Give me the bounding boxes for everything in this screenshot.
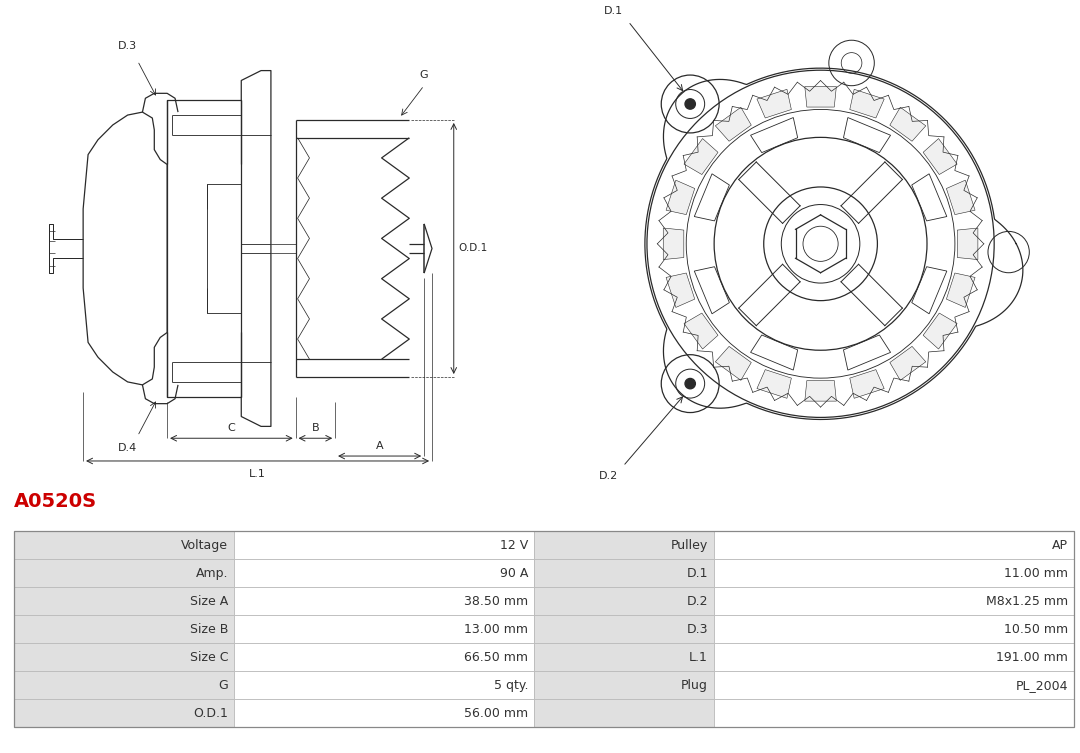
- Text: D.2: D.2: [598, 471, 618, 481]
- Text: AP: AP: [1052, 538, 1068, 552]
- Bar: [234, 615, 534, 643]
- Bar: [714, 699, 1074, 727]
- Text: 56.00 mm: 56.00 mm: [464, 706, 528, 720]
- Polygon shape: [805, 380, 836, 401]
- Bar: [14, 643, 234, 671]
- Text: O.D.1: O.D.1: [459, 243, 488, 254]
- Polygon shape: [850, 90, 885, 118]
- Bar: [234, 531, 534, 559]
- Bar: [534, 615, 714, 643]
- Bar: [14, 531, 1074, 727]
- Polygon shape: [757, 90, 792, 118]
- Text: C: C: [228, 423, 235, 433]
- Circle shape: [685, 99, 696, 109]
- Bar: [534, 671, 714, 699]
- Text: Pulley: Pulley: [671, 538, 708, 552]
- Bar: [14, 671, 234, 699]
- Text: Amp.: Amp.: [195, 567, 228, 580]
- Text: 5 qty.: 5 qty.: [494, 678, 528, 691]
- Polygon shape: [757, 370, 792, 398]
- Bar: [714, 559, 1074, 587]
- Text: D.4: D.4: [118, 444, 137, 453]
- Text: D.2: D.2: [687, 595, 708, 608]
- Bar: [534, 531, 714, 559]
- Text: Voltage: Voltage: [181, 538, 228, 552]
- Text: PL_2004: PL_2004: [1015, 678, 1068, 691]
- Polygon shape: [923, 139, 957, 175]
- Bar: [14, 559, 234, 587]
- Bar: [234, 699, 534, 727]
- Text: B: B: [311, 423, 320, 433]
- Text: 13.00 mm: 13.00 mm: [464, 623, 528, 636]
- Polygon shape: [890, 346, 926, 380]
- Text: Size B: Size B: [190, 623, 228, 636]
- Bar: [14, 699, 234, 727]
- Text: G: G: [218, 678, 228, 691]
- Bar: [534, 699, 714, 727]
- Text: 38.50 mm: 38.50 mm: [464, 595, 528, 608]
- Text: A0520S: A0520S: [14, 492, 97, 511]
- Bar: [534, 643, 714, 671]
- Text: 11.00 mm: 11.00 mm: [1004, 567, 1068, 580]
- Bar: [14, 587, 234, 615]
- Bar: [714, 531, 1074, 559]
- Text: O.D.1: O.D.1: [193, 706, 228, 720]
- Polygon shape: [715, 107, 752, 142]
- Bar: [14, 531, 234, 559]
- Bar: [534, 587, 714, 615]
- Polygon shape: [946, 273, 975, 307]
- Polygon shape: [957, 228, 977, 260]
- Bar: [714, 671, 1074, 699]
- Polygon shape: [715, 346, 752, 380]
- Text: 10.50 mm: 10.50 mm: [1004, 623, 1068, 636]
- Text: 191.00 mm: 191.00 mm: [996, 651, 1068, 663]
- Text: D.1: D.1: [604, 6, 623, 16]
- Polygon shape: [666, 180, 694, 215]
- Text: M8x1.25 mm: M8x1.25 mm: [986, 595, 1068, 608]
- Polygon shape: [946, 180, 975, 215]
- Text: 90 A: 90 A: [500, 567, 528, 580]
- Polygon shape: [684, 313, 718, 349]
- Polygon shape: [684, 139, 718, 175]
- Bar: [234, 587, 534, 615]
- Text: 66.50 mm: 66.50 mm: [464, 651, 528, 663]
- Polygon shape: [805, 87, 836, 107]
- Text: G: G: [420, 71, 429, 81]
- Text: 12 V: 12 V: [500, 538, 528, 552]
- Polygon shape: [890, 107, 926, 142]
- Bar: [714, 587, 1074, 615]
- Text: Size C: Size C: [189, 651, 228, 663]
- Bar: [234, 671, 534, 699]
- Polygon shape: [663, 228, 684, 260]
- Bar: [714, 615, 1074, 643]
- Text: Size A: Size A: [190, 595, 228, 608]
- Text: D.3: D.3: [118, 41, 137, 51]
- Text: D.1: D.1: [687, 567, 708, 580]
- Text: L.1: L.1: [689, 651, 708, 663]
- Polygon shape: [666, 273, 694, 307]
- Bar: [234, 643, 534, 671]
- Bar: [14, 615, 234, 643]
- Bar: [714, 643, 1074, 671]
- Polygon shape: [850, 370, 885, 398]
- Circle shape: [685, 379, 696, 389]
- Bar: [534, 559, 714, 587]
- Text: Plug: Plug: [681, 678, 708, 691]
- Text: A: A: [376, 441, 383, 451]
- Polygon shape: [923, 313, 957, 349]
- Text: D.3: D.3: [687, 623, 708, 636]
- Text: L.1: L.1: [249, 469, 266, 479]
- Bar: [234, 559, 534, 587]
